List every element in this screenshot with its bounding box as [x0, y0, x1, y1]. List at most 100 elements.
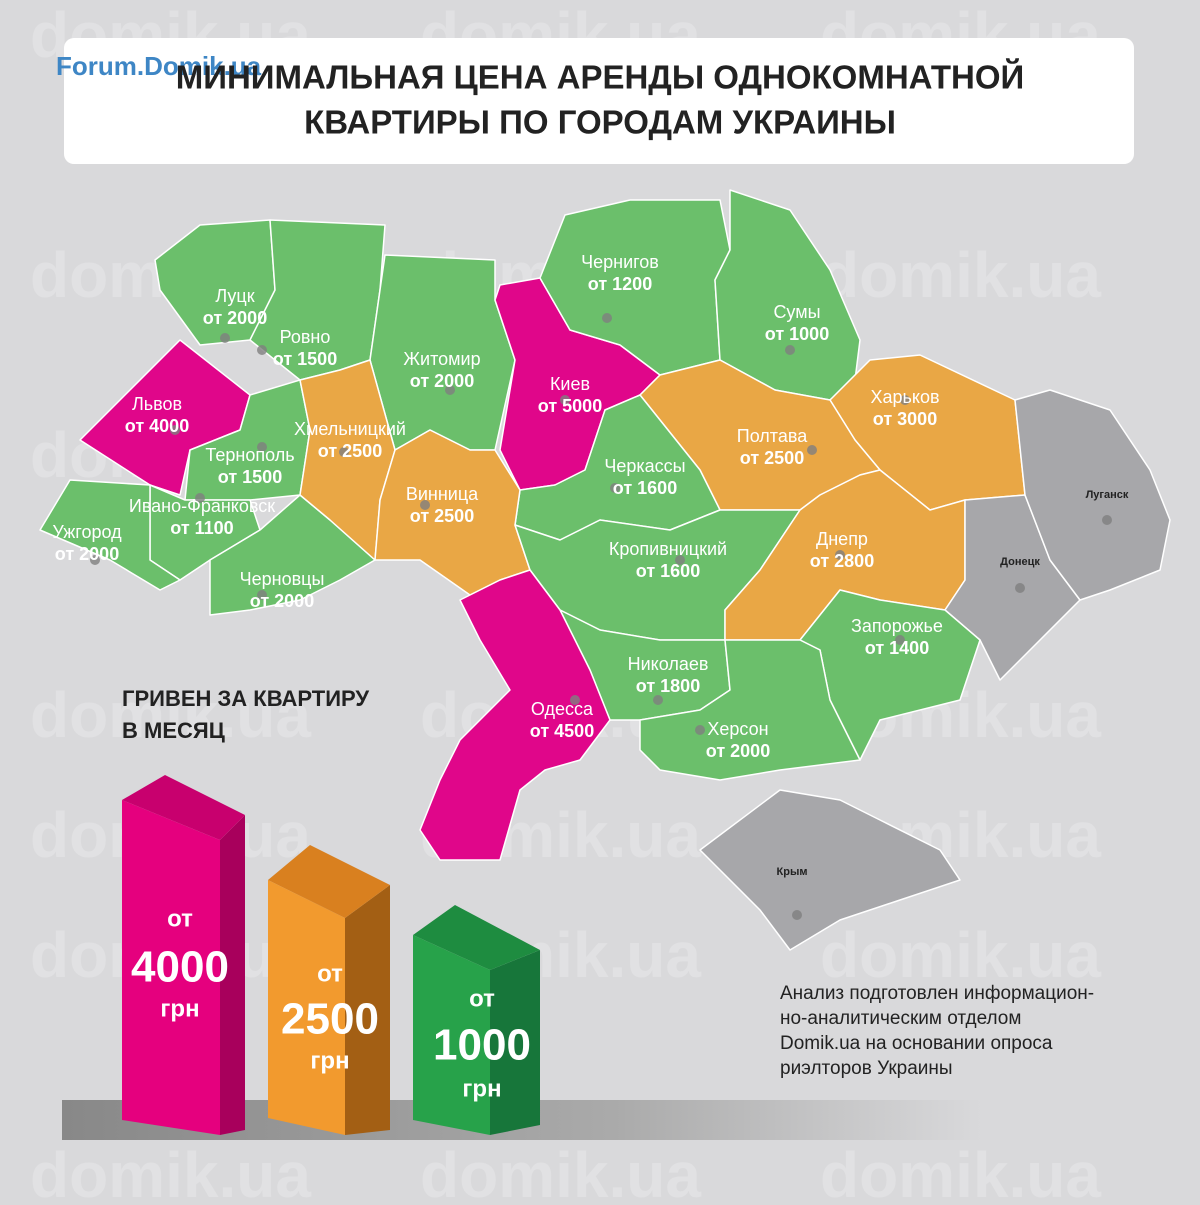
- bar-amount: 2500: [281, 995, 379, 1044]
- note-line: риэлторов Украины: [780, 1058, 953, 1079]
- city-name: Крым: [777, 866, 808, 878]
- bar-front: [122, 800, 220, 1135]
- note-line: Анализ подготовлен информацион-: [780, 983, 1094, 1004]
- city-name: Полтава: [737, 426, 808, 446]
- bar-side: [220, 815, 245, 1135]
- city-dot: [90, 555, 100, 565]
- city-name: Луцк: [215, 286, 254, 306]
- city-dot: [560, 395, 570, 405]
- city-price: от 2000: [250, 591, 314, 611]
- city-name: Ужгород: [52, 522, 122, 542]
- map: [39, 189, 1171, 951]
- city-price: от 2500: [318, 441, 382, 461]
- legend-title: В МЕСЯЦ: [122, 718, 225, 743]
- region: [209, 494, 376, 616]
- city-price: от 1000: [765, 324, 829, 344]
- city-price: от 1100: [170, 518, 233, 538]
- city-name: Луганск: [1086, 489, 1129, 501]
- legend-title: ГРИВЕН ЗА КВАРТИРУ: [122, 686, 369, 711]
- city-price: от 2000: [706, 741, 770, 761]
- city-dot: [339, 447, 349, 457]
- city-dot: [675, 555, 685, 565]
- city-dot: [257, 345, 267, 355]
- city-name: Сумы: [773, 302, 820, 322]
- header-card: [64, 38, 1134, 164]
- city-name: Ивано-Франковск: [129, 496, 275, 516]
- city-dot: [835, 550, 845, 560]
- city-price: от 1600: [613, 478, 677, 498]
- city-price: от 2500: [740, 448, 804, 468]
- city-dot: [170, 425, 180, 435]
- city-name: Черновцы: [240, 569, 325, 589]
- city-dot: [570, 695, 580, 705]
- city-name: Николаев: [628, 654, 709, 674]
- bar-unit: грн: [160, 995, 199, 1022]
- city-price: от 2000: [55, 544, 119, 564]
- city-price: от 2000: [410, 371, 474, 391]
- region: [1014, 389, 1171, 601]
- city-price: от 1500: [273, 349, 337, 369]
- bar-front: [413, 935, 490, 1135]
- bar-unit: грн: [310, 1047, 349, 1074]
- city-price: от 1500: [218, 467, 282, 487]
- city-name: Харьков: [870, 387, 939, 407]
- region: [699, 789, 961, 951]
- city-name: Львов: [132, 394, 182, 414]
- watermark: domik.ua: [820, 1139, 1101, 1200]
- region: [39, 479, 181, 591]
- city-dot: [195, 493, 205, 503]
- bar-front: [268, 880, 345, 1135]
- city-dot: [807, 445, 817, 455]
- region: [639, 639, 861, 781]
- watermark: domik.ua: [30, 1139, 311, 1200]
- watermark: domik.ua: [420, 1139, 701, 1200]
- bar-prefix: от: [317, 960, 343, 987]
- city-dot: [602, 313, 612, 323]
- city-name: Херсон: [707, 719, 768, 739]
- city-name: Одесса: [531, 699, 594, 719]
- region: [419, 569, 611, 861]
- city-name: Чернигов: [581, 252, 659, 272]
- city-dot: [695, 725, 705, 735]
- city-name: Кропивницкий: [609, 539, 727, 559]
- bar-amount: 4000: [131, 943, 229, 992]
- city-name: Винница: [406, 484, 479, 504]
- city-price: от 5000: [538, 396, 602, 416]
- bar-amount: 1000: [433, 1021, 531, 1070]
- city-price: от 1400: [865, 638, 929, 658]
- city-price: от 1800: [636, 676, 700, 696]
- city-dot: [257, 590, 267, 600]
- bar-top: [268, 845, 390, 918]
- city-price: от 4500: [530, 721, 594, 741]
- city-name: Донецк: [1000, 556, 1040, 568]
- city-name: Ровно: [280, 327, 331, 347]
- city-price: от 2000: [203, 308, 267, 328]
- city-dot: [610, 483, 620, 493]
- note-line: Domik.ua на основании опроса: [780, 1033, 1053, 1054]
- city-dot: [653, 695, 663, 705]
- city-name: Хмельницкий: [294, 419, 406, 439]
- city-name: Тернополь: [205, 445, 294, 465]
- city-dot: [420, 500, 430, 510]
- city-price: от 3000: [873, 409, 937, 429]
- city-name: Житомир: [403, 349, 480, 369]
- city-dot: [900, 395, 910, 405]
- legend-bars: от 4000 грн от 2500 грн от 1000 грн: [122, 775, 540, 1135]
- city-dot: [792, 910, 802, 920]
- city-name: Запорожье: [851, 616, 943, 636]
- city-price: от 4000: [125, 416, 189, 436]
- watermark: domik.ua: [820, 919, 1101, 991]
- city-price: от 2800: [810, 551, 874, 571]
- city-dot: [895, 635, 905, 645]
- city-dot: [445, 385, 455, 395]
- city-dot: [785, 345, 795, 355]
- city-dot: [257, 442, 267, 452]
- city-dot: [220, 333, 230, 343]
- note-line: но-аналитическим отделом: [780, 1008, 1021, 1029]
- bar-prefix: от: [469, 985, 495, 1012]
- city-price: от 1600: [636, 561, 700, 581]
